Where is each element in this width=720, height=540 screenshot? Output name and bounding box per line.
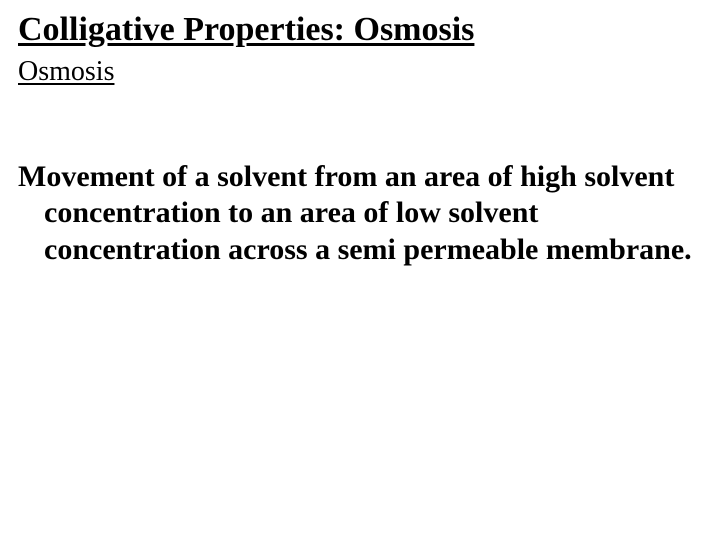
slide-subtitle: Osmosis (18, 55, 702, 89)
slide-body-text: Movement of a solvent from an area of hi… (18, 159, 702, 269)
slide-title: Colligative Properties: Osmosis (18, 10, 702, 49)
slide-body: Movement of a solvent from an area of hi… (18, 159, 702, 269)
slide: Colligative Properties: Osmosis Osmosis … (0, 0, 720, 540)
